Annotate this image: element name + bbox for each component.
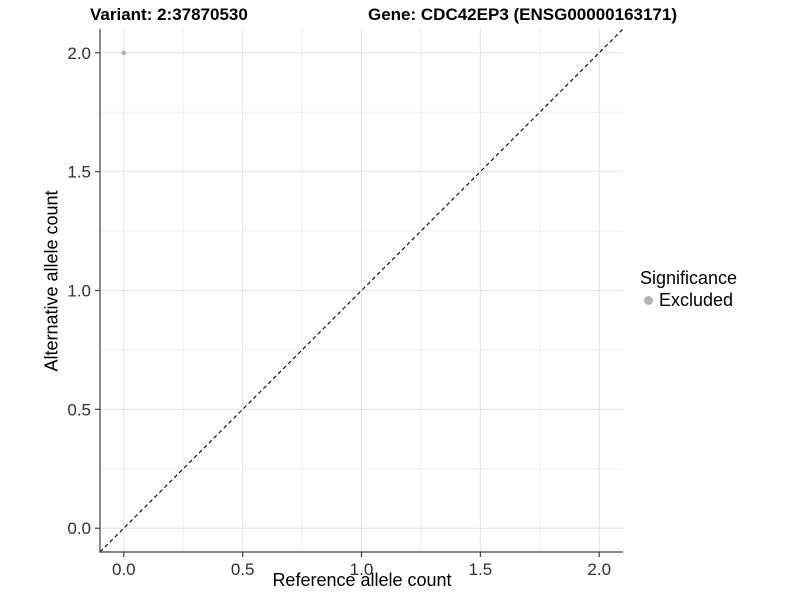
plot-title-variant: Variant: 2:37870530 [90, 5, 248, 24]
y-axis-label: Alternative allele count [41, 190, 62, 372]
data-point [121, 50, 127, 56]
legend: Significance Excluded [640, 267, 737, 311]
x-tick-label: 0.5 [231, 560, 255, 579]
identity-dashed-line [99, 28, 624, 553]
y-tick-label: 0.5 [67, 400, 91, 419]
y-tick-label: 0.0 [67, 519, 91, 538]
x-tick-label: 2.0 [587, 560, 611, 579]
x-tick-label: 0.0 [112, 560, 136, 579]
plot-title-gene: Gene: CDC42EP3 (ENSG00000163171) [368, 5, 677, 24]
legend-item-excluded: Excluded [640, 290, 737, 311]
legend-title: Significance [640, 268, 738, 288]
x-tick-label: 1.5 [469, 560, 493, 579]
x-axis-label: Reference allele count [272, 570, 452, 590]
x-tick-label: 1.0 [350, 560, 374, 579]
legend-item-label: Excluded [659, 290, 734, 310]
y-tick-label: 1.0 [67, 282, 91, 301]
y-tick-label: 2.0 [67, 44, 91, 63]
y-tick-label: 1.5 [67, 163, 91, 182]
excluded-point-icon [644, 296, 653, 305]
